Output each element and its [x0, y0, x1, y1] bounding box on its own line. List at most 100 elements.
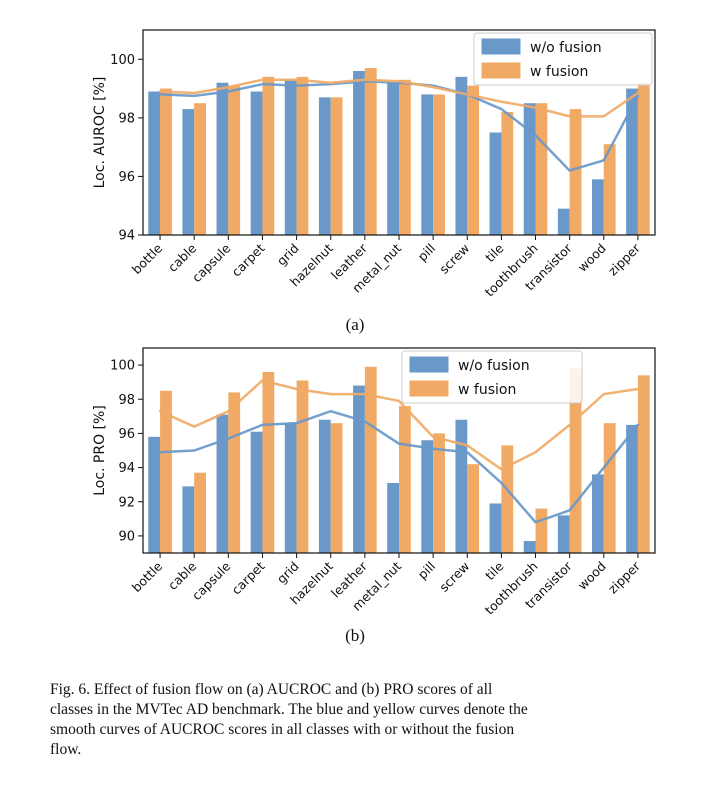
bar-wo-fusion [489, 132, 502, 235]
bar-wo-fusion [216, 414, 229, 553]
bar-w-fusion [330, 97, 343, 235]
bar-w-fusion [160, 88, 172, 235]
bar-w-fusion [603, 144, 616, 235]
bar-w-fusion [194, 472, 206, 553]
bar-w-fusion [399, 79, 411, 235]
bar-wo-fusion [182, 109, 195, 235]
bar-w-fusion [262, 371, 275, 553]
bar-wo-fusion [318, 97, 331, 235]
bar-w-fusion [194, 103, 206, 236]
bar-w-fusion [160, 390, 172, 553]
y-tick-label: 100 [110, 53, 135, 68]
caption-line: flow. [50, 741, 81, 758]
bar-w-fusion [433, 433, 445, 553]
bar-wo-fusion [353, 71, 365, 235]
bar-wo-fusion [387, 482, 399, 553]
x-tick-label: tile [482, 240, 507, 265]
x-tick-label: carpet [229, 240, 268, 279]
y-tick-label: 90 [118, 529, 135, 544]
bar-w-fusion [501, 445, 514, 553]
bar-w-fusion [467, 464, 480, 553]
bar-w-fusion [637, 82, 650, 236]
figure-caption: Fig. 6. Effect of fusion flow on (a) AUC… [50, 681, 528, 758]
y-tick-label: 96 [118, 170, 135, 185]
subfigure-label: (a) [346, 315, 365, 334]
legend-label: w fusion [458, 382, 516, 398]
bar-wo-fusion [626, 424, 638, 554]
bar-wo-fusion [387, 82, 399, 236]
bar-wo-fusion [592, 179, 604, 235]
bar-w-fusion [433, 94, 445, 236]
curve-wo-fusion [158, 80, 640, 172]
x-tick-label: grid [274, 241, 302, 269]
bar-wo-fusion [216, 82, 229, 236]
bar-wo-fusion [284, 79, 297, 235]
bar-wo-fusion [148, 436, 161, 553]
legend-swatch [481, 62, 521, 79]
bar-wo-fusion [421, 94, 434, 236]
bar-wo-fusion [421, 440, 434, 553]
bar-w-fusion [296, 380, 309, 553]
curve-w-fusion [158, 379, 640, 471]
bar-w-fusion [535, 103, 548, 236]
x-tick-label: bottle [129, 240, 166, 277]
x-tick-label: wood [575, 559, 609, 593]
y-tick-label: 98 [118, 393, 135, 408]
legend-label: w/o fusion [458, 358, 530, 374]
bar-wo-fusion [523, 103, 536, 236]
legend: w/o fusion w fusion [473, 32, 653, 86]
x-tick-label: tile [482, 558, 507, 583]
bar-wo-fusion [455, 76, 468, 235]
bar-w-fusion [330, 423, 343, 553]
x-tick-label: pill [415, 241, 439, 265]
bar-w-fusion [569, 368, 582, 553]
legend-label: w/o fusion [530, 40, 602, 56]
caption-line: smooth curves of AUCROC scores in all cl… [50, 721, 514, 738]
y-tick-label: 98 [118, 111, 135, 126]
bar-w-fusion [603, 423, 616, 553]
x-tick-label: capsule [189, 240, 234, 285]
legend: w/o fusion w fusion [401, 350, 583, 404]
caption-line: classes in the MVTec AD benchmark. The b… [50, 701, 528, 718]
bar-wo-fusion [557, 208, 570, 235]
x-tick-label: capsule [189, 558, 234, 603]
y-tick-label: 94 [118, 229, 135, 244]
caption-line: Fig. 6. Effect of fusion flow on (a) AUC… [50, 681, 492, 698]
x-tick-label: grid [274, 559, 302, 587]
x-tick-label: screw [436, 241, 472, 277]
y-tick-label: 96 [118, 427, 135, 442]
bar-wo-fusion [284, 423, 297, 553]
curve-wo-fusion [158, 409, 640, 524]
legend-swatch [409, 356, 449, 373]
bar-wo-fusion [489, 503, 502, 553]
bar-wo-fusion [557, 515, 570, 553]
bar-w-fusion [296, 76, 309, 235]
bar-wo-fusion [182, 486, 195, 553]
x-tick-label: wood [575, 241, 609, 275]
bar-w-fusion [569, 109, 582, 235]
bar-w-fusion [399, 406, 411, 553]
y-tick-label: 94 [118, 461, 135, 476]
x-tick-label: screw [436, 559, 472, 595]
y-axis-label: Loc. AUROC [%] [92, 77, 108, 189]
bar-wo-fusion [148, 91, 161, 235]
bar-wo-fusion [250, 431, 263, 553]
bar-w-fusion [467, 85, 480, 235]
bar-wo-fusion [353, 385, 365, 553]
legend-swatch [481, 38, 521, 55]
subfigure-label: (b) [345, 626, 365, 645]
bar-w-fusion [364, 366, 377, 553]
legend-label: w fusion [530, 64, 588, 80]
y-tick-label: 100 [110, 359, 135, 374]
x-tick-label: zipper [605, 240, 644, 279]
bar-wo-fusion [592, 474, 604, 553]
bar-w-fusion [501, 112, 514, 235]
y-tick-label: 92 [118, 495, 135, 510]
legend-swatch [409, 380, 449, 397]
x-tick-label: bottle [129, 558, 166, 595]
bar-w-fusion [228, 85, 241, 235]
